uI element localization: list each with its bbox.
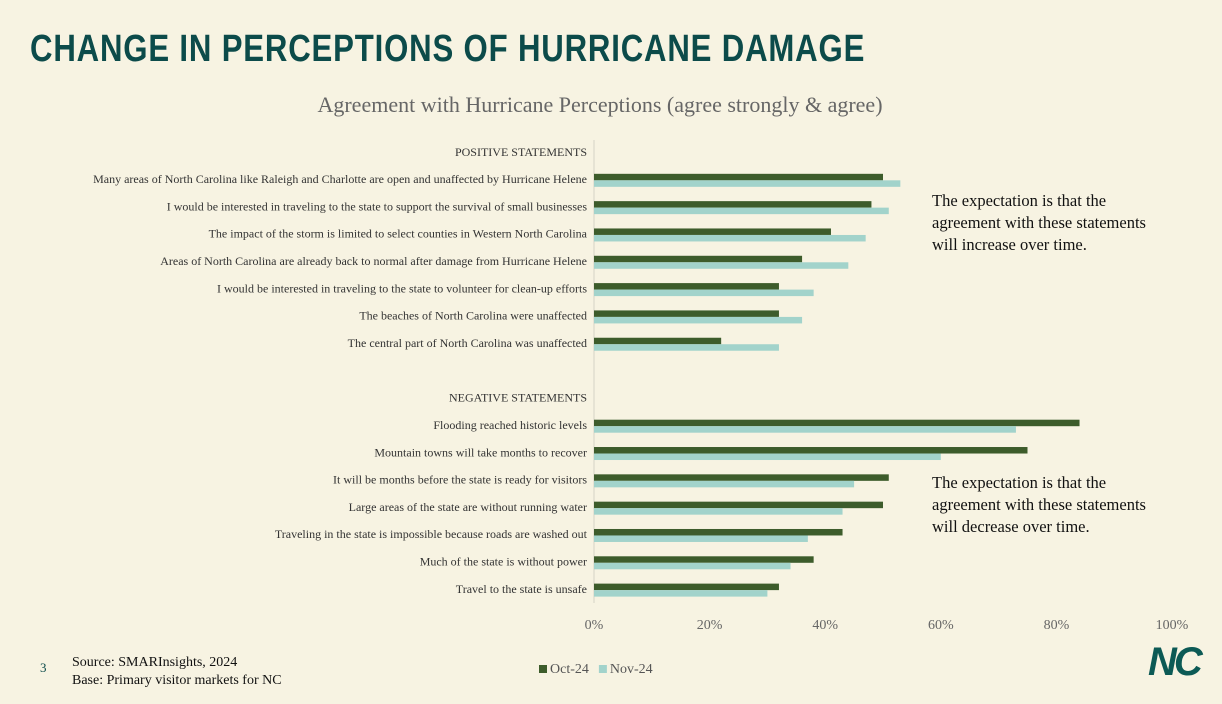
bar: [594, 344, 779, 351]
bar: [594, 501, 883, 509]
bar: [594, 583, 779, 591]
bar: [594, 173, 883, 181]
bar: [594, 426, 1016, 433]
y-tick-label: Much of the state is without power: [420, 555, 587, 569]
y-tick-label: Traveling in the state is impossible bec…: [275, 527, 588, 541]
bar: [594, 590, 768, 597]
base-note: Base: Primary visitor markets for NC: [72, 673, 282, 688]
bar: [594, 419, 1080, 427]
bar: [594, 508, 843, 515]
bar: [594, 480, 855, 488]
y-tick-label: The beaches of North Carolina were unaff…: [359, 309, 587, 323]
slide-title: CHANGE IN PERCEPTIONS OF HURRICANE DAMAG…: [30, 28, 866, 70]
bar: [594, 262, 849, 269]
legend-label: Oct-24: [550, 662, 589, 677]
bar: [594, 535, 808, 542]
annotation: The expectation is that the agreement wi…: [932, 473, 1146, 536]
bar: [594, 201, 872, 208]
bar: [594, 447, 1028, 454]
y-tick-label: Large areas of the state are without run…: [349, 500, 587, 514]
y-tick-label: I would be interested in traveling to th…: [217, 281, 587, 295]
bar: [594, 474, 889, 481]
bar: [594, 310, 779, 317]
y-tick-label: Travel to the state is unsafe: [456, 582, 587, 596]
y-tick-label: It will be months before the state is re…: [333, 473, 587, 487]
x-tick-label: 100%: [1156, 618, 1189, 633]
y-tick-label: Areas of North Carolina are already back…: [160, 254, 587, 268]
bar: [594, 562, 791, 570]
x-tick-label: 40%: [812, 618, 838, 633]
y-tick-label: Mountain towns will take months to recov…: [374, 445, 587, 459]
y-tick-label: The impact of the storm is limited to se…: [209, 227, 588, 241]
x-tick-label: 80%: [1044, 618, 1070, 633]
y-tick-label: NEGATIVE STATEMENTS: [449, 391, 587, 405]
bar: [594, 453, 941, 461]
bar: [594, 289, 814, 297]
legend-swatch: [539, 665, 547, 673]
bar: [594, 255, 803, 263]
x-tick-label: 60%: [928, 618, 954, 633]
bar: [594, 316, 803, 324]
bar: [594, 283, 779, 290]
bar: [594, 528, 843, 536]
bar: [594, 180, 901, 187]
bar: [594, 207, 889, 215]
y-tick-label: POSITIVE STATEMENTS: [455, 145, 587, 159]
legend-label: Nov-24: [610, 662, 653, 677]
bar: [594, 556, 814, 563]
y-tick-label: I would be interested in traveling to th…: [167, 199, 588, 213]
y-tick-label: Flooding reached historic levels: [433, 418, 587, 432]
y-tick-label: The central part of North Carolina was u…: [348, 336, 587, 350]
bar: [594, 228, 831, 235]
legend-swatch: [598, 665, 607, 673]
x-tick-label: 20%: [697, 618, 723, 633]
logo: NC: [1148, 640, 1203, 684]
y-tick-label: Many areas of North Carolina like Raleig…: [93, 172, 587, 186]
source: Source: SMARInsights, 2024: [72, 655, 238, 670]
bar: [594, 234, 866, 242]
annotation: The expectation is that the agreement wi…: [932, 191, 1146, 254]
chart-title: Agreement with Hurricane Perceptions (ag…: [317, 92, 883, 117]
x-tick-label: 0%: [585, 618, 604, 633]
page-number: 3: [40, 660, 47, 675]
bar: [594, 337, 722, 345]
